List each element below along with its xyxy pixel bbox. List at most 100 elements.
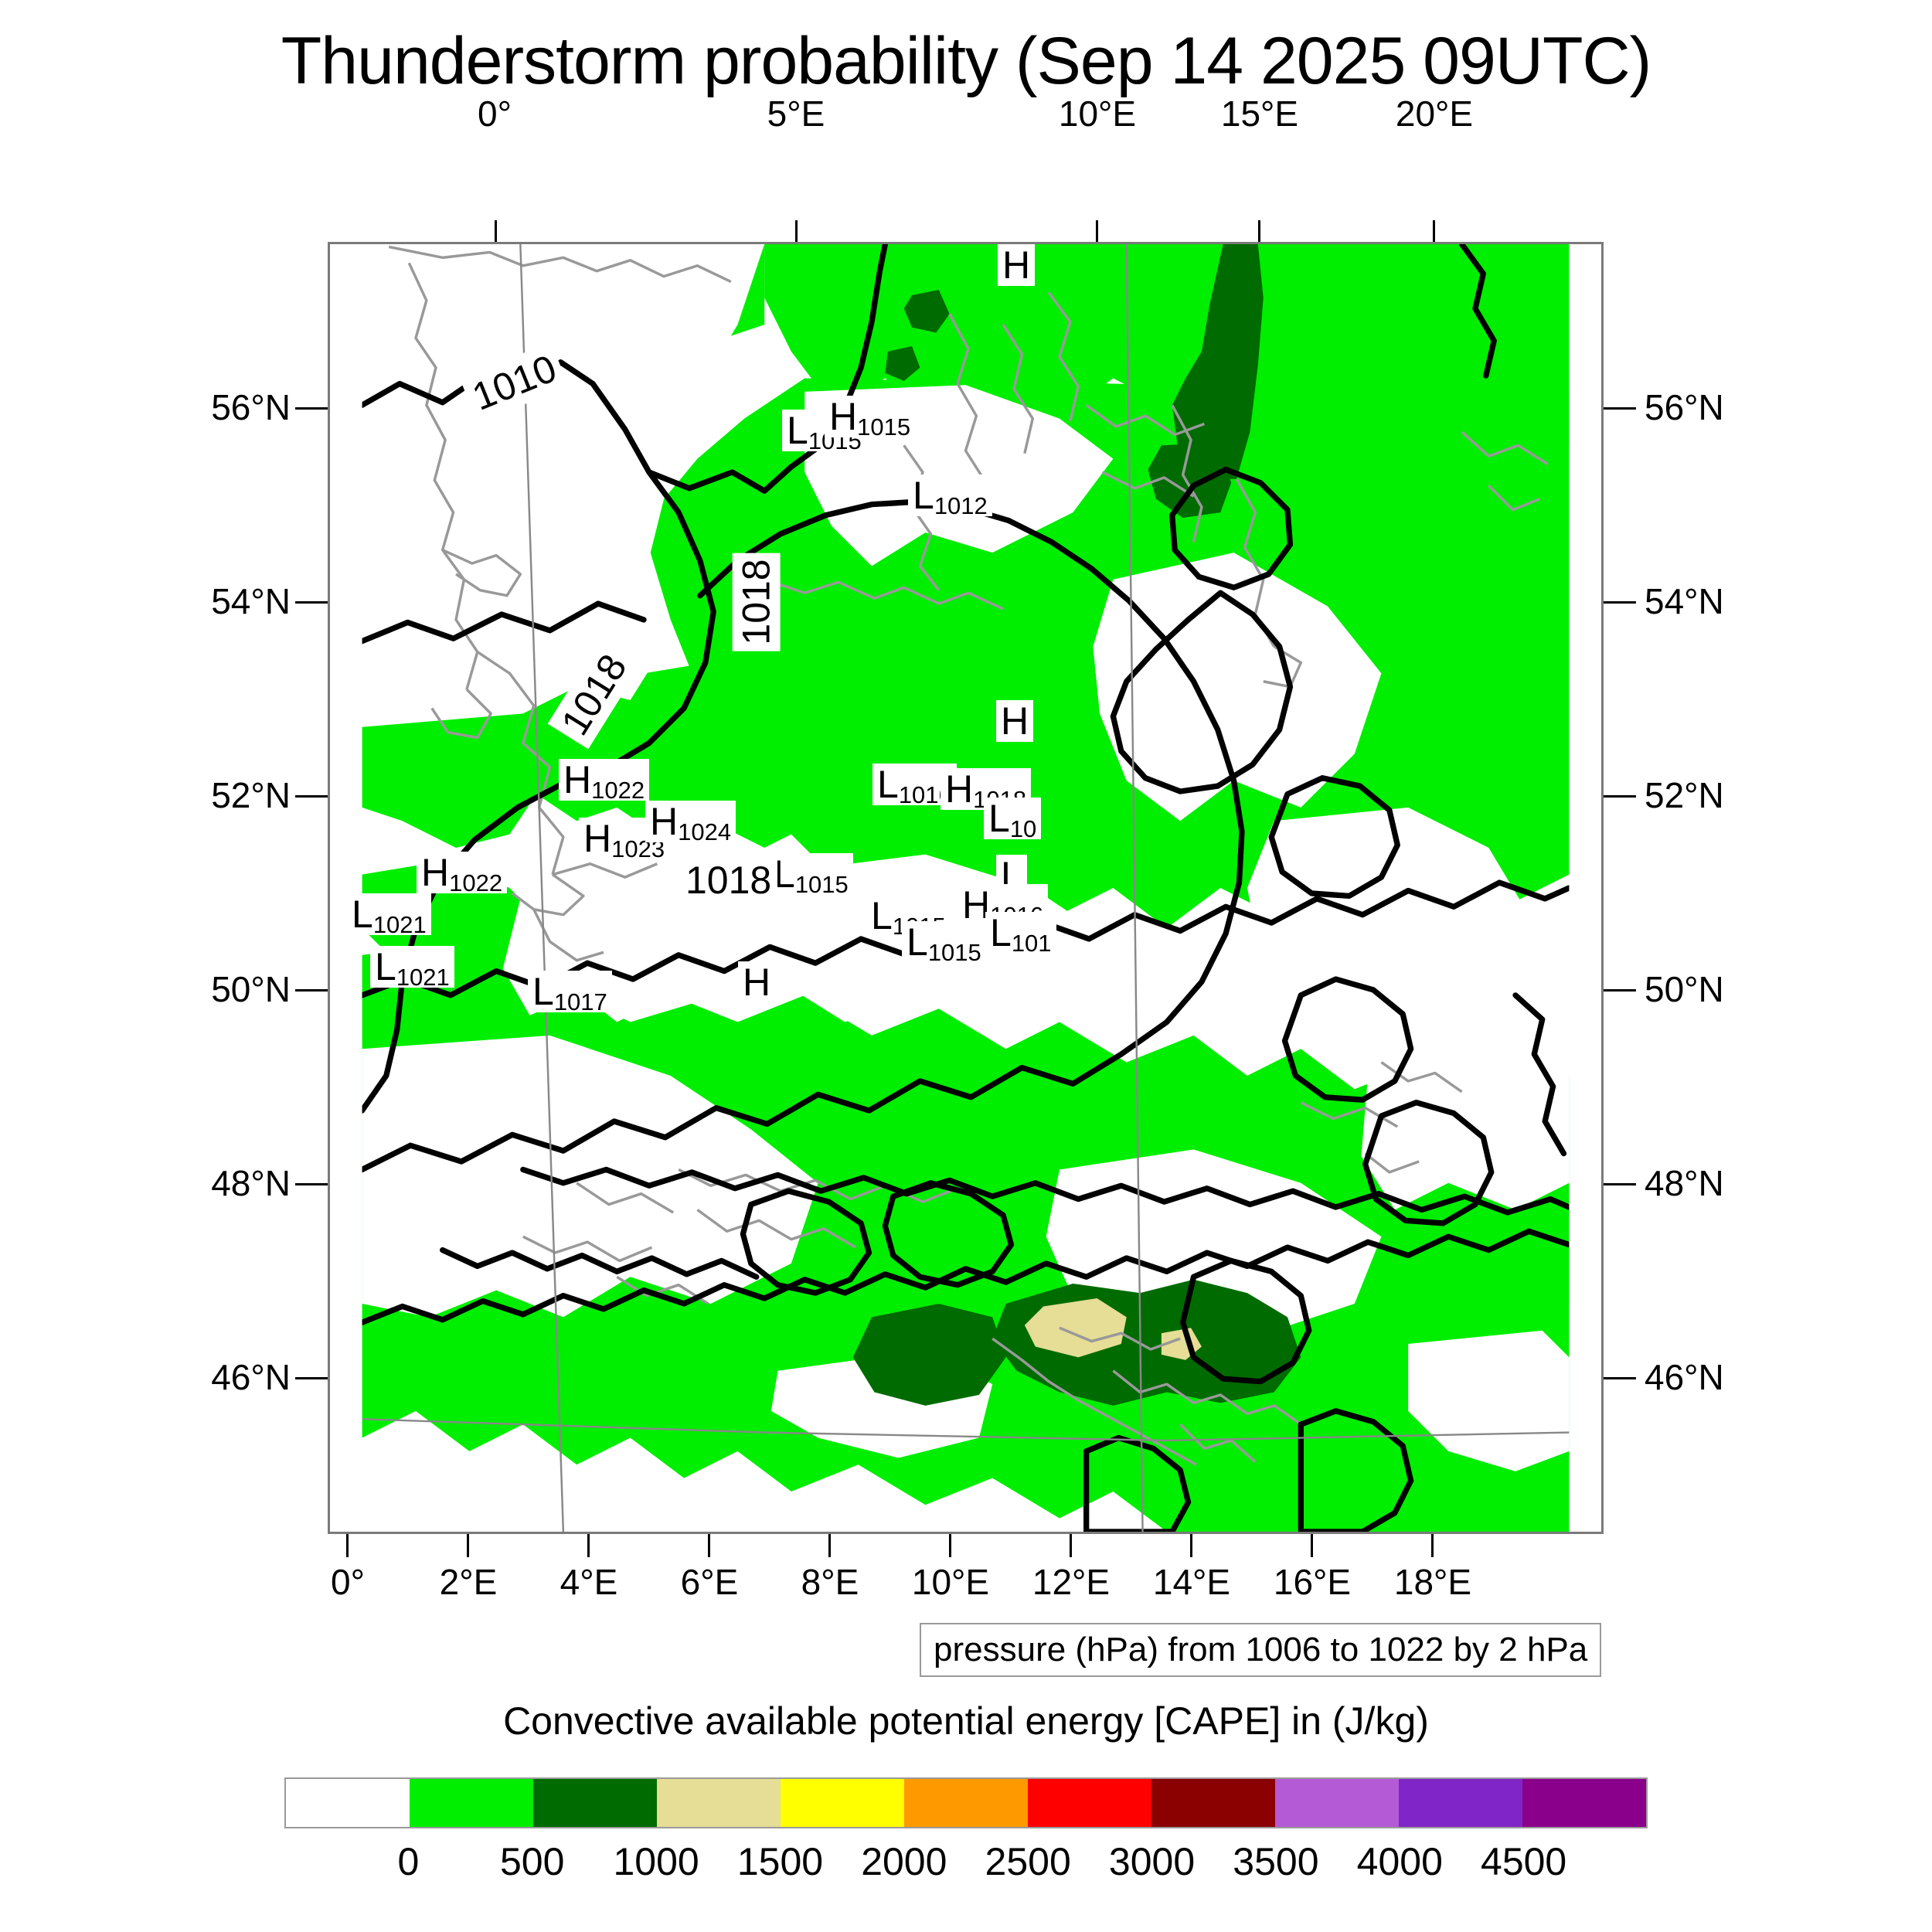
map-label-L-101-clip: L101	[985, 912, 1056, 955]
tick-right-56	[1604, 407, 1636, 410]
colorbar-tick-4000: 4000	[1356, 1840, 1443, 1883]
map-label-L-1015-d: L1015	[902, 921, 986, 964]
axis-label-bottom-0: 0°	[331, 1562, 365, 1602]
colorbar-tick-3000: 3000	[1108, 1840, 1196, 1883]
colorbar-tick-500: 500	[500, 1840, 565, 1883]
axis-label-left-52: 52°N	[211, 775, 291, 815]
map-panel: L1015 H1015 L1012 H1022 H1023 H1024 H102…	[295, 220, 1636, 1557]
colorbar-segment-5	[904, 1779, 1028, 1827]
map-label-L-1015-b: L1015	[769, 853, 853, 896]
tick-left-48	[295, 1183, 328, 1185]
map-label-L-1021-b: L1021	[370, 946, 454, 989]
colorbar-tick-1000: 1000	[613, 1840, 699, 1883]
colorbar-segment-4	[781, 1779, 904, 1827]
colorbar	[284, 1777, 1648, 1828]
colorbar-tick-4500: 4500	[1481, 1840, 1567, 1883]
axis-label-bottom-18: 18°E	[1393, 1562, 1472, 1602]
axis-label-left-50: 50°N	[211, 969, 291, 1009]
colorbar-segment-9	[1399, 1779, 1522, 1827]
colorbar-segment-6	[1028, 1779, 1151, 1827]
colorbar-tick-2500: 2500	[985, 1840, 1071, 1883]
map-label-H-topright: H	[998, 244, 1036, 286]
axis-label-left-48: 48°N	[211, 1163, 291, 1203]
tick-left-46	[295, 1377, 328, 1379]
axis-label-right-48: 48°N	[1645, 1163, 1724, 1203]
tick-right-46	[1604, 1377, 1636, 1379]
tick-right-54	[1604, 601, 1636, 604]
tick-bottom-12	[1070, 1534, 1072, 1557]
axis-label-left-46: 46°N	[211, 1357, 291, 1397]
axis-label-right-50: 50°N	[1645, 969, 1724, 1009]
coastline-layer	[388, 245, 1549, 1466]
map-label-L-10-clip: L10	[984, 798, 1042, 841]
tick-top-5	[795, 220, 798, 242]
colorbar-ticks: 0 500 1000 1500 2000 2500 3000 3500 4000 4500	[284, 1839, 1648, 1886]
map-label-H-right48: H	[996, 700, 1034, 742]
tick-bottom-0	[346, 1534, 349, 1557]
axis-label-bottom-10: 10°E	[911, 1562, 990, 1602]
map-label-H-bottom: H	[738, 961, 776, 1003]
colorbar-tick-1500: 1500	[736, 1840, 824, 1883]
graticule	[362, 244, 1570, 1532]
map-label-H-1023: H1023	[579, 818, 670, 861]
tick-left-56	[295, 407, 328, 410]
tick-top-15	[1258, 220, 1260, 242]
colorbar-segment-10	[1522, 1779, 1646, 1827]
axis-label-right-46: 46°N	[1645, 1357, 1724, 1397]
colorbar-segment-2	[533, 1779, 657, 1827]
contour-label-1018-mid: 1018	[732, 553, 781, 651]
map-label-H-1015: H1015	[825, 396, 916, 439]
tick-bottom-14	[1190, 1534, 1192, 1557]
axis-label-bottom-16: 16°E	[1273, 1562, 1352, 1602]
tick-bottom-4	[587, 1534, 590, 1557]
tick-bottom-2	[467, 1534, 469, 1557]
axis-label-right-54: 54°N	[1645, 581, 1724, 621]
colorbar-tick-2000: 2000	[861, 1840, 947, 1883]
map-label-H-1022-a: H1022	[559, 759, 650, 802]
axis-label-right-56: 56°N	[1645, 387, 1724, 427]
tick-right-50	[1604, 989, 1636, 992]
axis-label-top-20: 20°E	[1395, 94, 1474, 134]
tick-bottom-6	[708, 1534, 710, 1557]
contour-label-1018-bottom: 1018	[679, 856, 778, 904]
axis-label-top-10: 10°E	[1058, 94, 1137, 134]
map-label-L-1017: L1017	[528, 971, 612, 1014]
tick-left-50	[295, 989, 328, 992]
tick-bottom-8	[828, 1534, 831, 1557]
axis-label-left-54: 54°N	[211, 581, 291, 621]
colorbar-segment-1	[410, 1779, 533, 1827]
axis-label-bottom-12: 12°E	[1032, 1562, 1111, 1602]
axis-label-bottom-2: 2°E	[439, 1562, 498, 1602]
page-title: Thunderstorm probability (Sep 14 2025 09…	[281, 24, 1651, 98]
tick-bottom-10	[949, 1534, 951, 1557]
colorbar-segment-0	[286, 1779, 410, 1827]
axis-label-top-15: 15°E	[1220, 94, 1299, 134]
tick-right-52	[1604, 795, 1636, 798]
tick-left-52	[295, 795, 328, 798]
colorbar-tick-0: 0	[397, 1840, 420, 1883]
tick-left-54	[295, 601, 328, 604]
axis-label-bottom-14: 14°E	[1152, 1562, 1231, 1602]
tick-right-48	[1604, 1183, 1636, 1185]
axis-label-left-56: 56°N	[211, 387, 291, 427]
axis-label-bottom-4: 4°E	[560, 1562, 618, 1602]
colorbar-segment-8	[1275, 1779, 1399, 1827]
tick-top-20	[1433, 220, 1435, 242]
axis-label-bottom-6: 6°E	[680, 1562, 739, 1602]
tick-top-0	[495, 220, 497, 242]
axis-label-top-5: 5°E	[767, 94, 825, 134]
map-frame: L1015 H1015 L1012 H1022 H1023 H1024 H102…	[328, 242, 1604, 1534]
map-label-H-1022-b: H1022	[417, 852, 508, 895]
colorbar-segment-7	[1151, 1779, 1275, 1827]
colorbar-segment-3	[657, 1779, 781, 1827]
axis-label-right-52: 52°N	[1645, 775, 1724, 815]
map-label-L-1021-a: L1021	[347, 893, 431, 937]
pressure-caption: pressure (hPa) from 1006 to 1022 by 2 hP…	[920, 1623, 1602, 1677]
axis-label-bottom-8: 8°E	[801, 1562, 859, 1602]
tick-bottom-18	[1431, 1534, 1434, 1557]
axis-label-top-0: 0°	[478, 94, 512, 134]
colorbar-title: Convective available potential energy [C…	[503, 1699, 1429, 1743]
tick-bottom-16	[1311, 1534, 1313, 1557]
tick-top-10	[1096, 220, 1098, 242]
map-label-L-1012: L1012	[908, 474, 992, 518]
